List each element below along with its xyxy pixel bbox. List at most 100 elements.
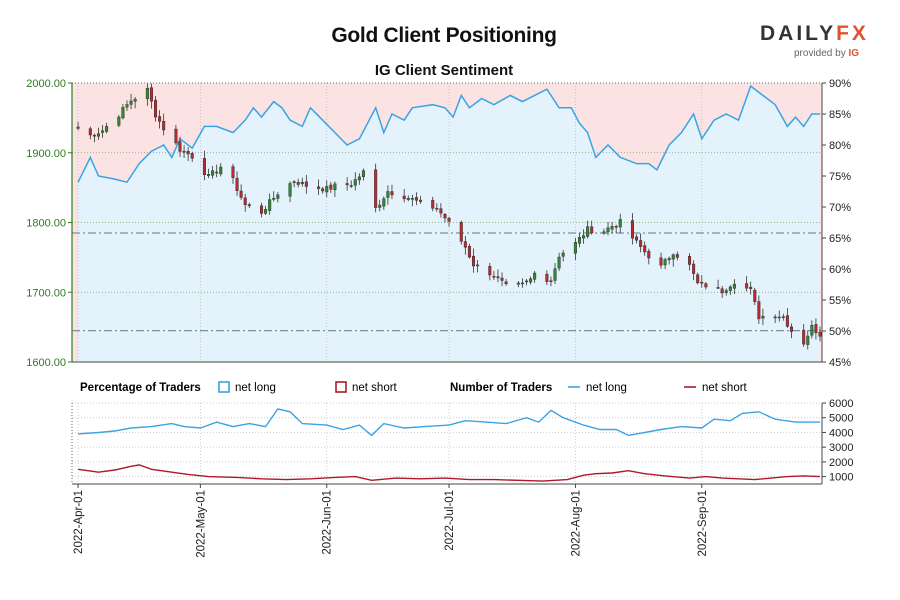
candle-body (561, 252, 565, 257)
candle-body (802, 329, 806, 345)
candle-body (724, 290, 728, 293)
net-long-traders-line (78, 408, 820, 437)
candle-body (557, 256, 561, 269)
candle-body (720, 288, 724, 294)
candle-body (390, 191, 394, 196)
candle-body (549, 280, 553, 283)
legend-pct-short: net short (352, 382, 398, 394)
candle-body (243, 197, 247, 205)
candle-body (476, 264, 480, 267)
candle-body (276, 194, 280, 199)
candle-body (692, 263, 696, 274)
candle-body (190, 153, 194, 159)
candle-body (520, 282, 524, 285)
candle-body (643, 245, 647, 253)
candle-body (814, 324, 818, 334)
candle-body (105, 126, 109, 132)
candle-body (329, 184, 333, 190)
candle-body (818, 331, 822, 337)
candle-body (182, 150, 186, 153)
candle-body (781, 316, 785, 318)
candle-body (749, 286, 753, 290)
candle-body (321, 188, 325, 192)
candle-body (496, 276, 500, 279)
logo-text-accent: FX (836, 22, 869, 45)
candle-body (402, 195, 406, 200)
candle-body (418, 199, 423, 202)
candle-body (133, 98, 137, 102)
pct-tick-label: 85% (829, 109, 851, 121)
candle-body (304, 181, 308, 187)
legend: Percentage of Traders net long net short… (80, 381, 748, 394)
date-tick-label: 2022-Sep-01 (697, 490, 709, 557)
candle-body (357, 176, 361, 181)
x-axis: 2022-Apr-01 2022-May-01 2022-Jun-01 2022-Ju… (73, 484, 709, 558)
candle-body (202, 158, 206, 176)
candle-body (382, 198, 386, 207)
legend-num-heading: Number of Traders (450, 382, 552, 394)
candle-body (635, 236, 639, 241)
net-short-traders-line (78, 464, 821, 482)
candle-body (688, 255, 692, 265)
candle-body (443, 213, 447, 219)
candle-body (773, 316, 777, 319)
candle-body (260, 205, 264, 214)
legend-pct-long: net long (235, 382, 276, 394)
candle-body (435, 207, 439, 210)
dailyfx-logo: DAILYFX provided by IG (760, 22, 870, 59)
price-tick-label: 1700.00 (26, 287, 66, 299)
candle-body (129, 100, 133, 105)
traders-tick-label: 6000 (829, 398, 853, 410)
candle-body (492, 276, 496, 278)
candle-body (745, 283, 749, 289)
candle-body (101, 130, 105, 133)
candle-body (447, 217, 451, 222)
pct-tick-label: 60% (829, 264, 851, 276)
price-tick-label: 1600.00 (26, 357, 66, 369)
candle-body (333, 183, 337, 191)
candle-body (431, 199, 435, 209)
candle-body (785, 315, 789, 327)
candle-body (471, 255, 476, 267)
legend-pct-heading: Percentage of Traders (80, 382, 201, 394)
candle-body (178, 141, 182, 152)
candle-body (753, 289, 757, 302)
candle-body (162, 120, 166, 131)
price-tick-label: 1800.00 (26, 218, 66, 230)
candle-body (378, 204, 382, 208)
logo-text-main: DAILY (760, 22, 837, 45)
traders-tick-label: 1000 (829, 472, 853, 484)
candle-body (696, 274, 700, 284)
candle-body (467, 245, 471, 258)
candle-body (553, 268, 557, 281)
candle-body (219, 166, 223, 175)
candle-body (349, 185, 353, 187)
candle-body (618, 219, 622, 228)
logo-provider: IG (848, 48, 860, 59)
candle-body (272, 198, 276, 200)
candle-body (606, 227, 610, 233)
candle-body (317, 186, 321, 189)
candle-body (353, 179, 357, 186)
pct-tick-label: 45% (829, 357, 851, 369)
traders-panel: 6000 5000 4000 3000 2000 1000 (71, 398, 853, 485)
legend-num-short: net short (702, 382, 748, 394)
legend-num-long: net long (586, 382, 627, 394)
traders-tick-label: 5000 (829, 413, 853, 425)
candle-body (667, 258, 671, 261)
date-tick-label: 2022-Jul-01 (444, 490, 456, 551)
candle-body (582, 235, 586, 239)
chart-title: Gold Client Positioning (331, 24, 557, 47)
candle-body (406, 198, 410, 200)
candle-body (590, 226, 594, 234)
candle-body (361, 170, 365, 177)
candle-body (211, 170, 215, 176)
candle-body (700, 281, 704, 284)
candle-body (92, 134, 96, 137)
candle-body (533, 272, 537, 280)
candle-body (125, 104, 129, 108)
logo-provided-by: provided by IG (794, 48, 859, 59)
candle-body (231, 166, 235, 179)
pct-tick-label: 80% (829, 140, 851, 152)
candle-body (300, 181, 304, 185)
